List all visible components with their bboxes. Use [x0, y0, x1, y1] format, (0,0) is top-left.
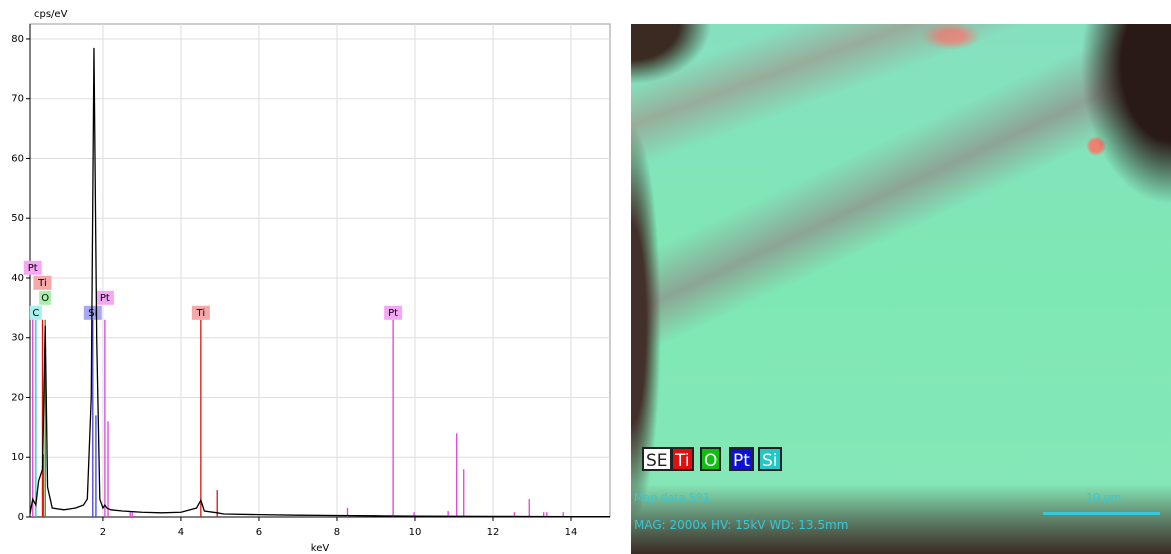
- element-tag: [33, 275, 52, 290]
- x-tick-label: 12: [487, 527, 500, 538]
- x-tick-label: 2: [100, 527, 106, 538]
- y-tick-label: 40: [11, 273, 24, 284]
- plot-area: [29, 23, 611, 518]
- map-caption: Map data 591: [634, 491, 710, 504]
- element-tag: [191, 305, 210, 320]
- spectrum-line: [29, 47, 610, 518]
- element-tag: [384, 305, 403, 320]
- x-tick-label: 4: [178, 527, 184, 538]
- x-tick-label: 10: [409, 527, 422, 538]
- map-legend-item: Pt: [729, 447, 754, 471]
- element-tag: [39, 290, 52, 305]
- element-map: Map data 591 MAG: 2000x HV: 15kV WD: 13.…: [631, 24, 1171, 554]
- element-label: C: [32, 308, 39, 319]
- y-tick-label: 70: [11, 94, 24, 105]
- y-tick-label: 60: [11, 153, 24, 164]
- element-label: Pt: [388, 308, 398, 319]
- element-label: Pt: [28, 263, 38, 274]
- element-label: O: [41, 293, 49, 304]
- spectrum-chart: cps/eV keV 0 10 20 30 40 50 60 70 80 2 4 6 8 10 12 14 CO…: [11, 9, 611, 554]
- map-legend-item: SE: [642, 447, 672, 471]
- element-label: Si: [88, 308, 97, 319]
- scale-bar: [1043, 512, 1160, 515]
- map-legend-item: Si: [758, 447, 782, 471]
- element-label: Pt: [100, 293, 110, 304]
- x-axis-label: keV: [311, 543, 330, 554]
- map-info: MAG: 2000x HV: 15kV WD: 13.5mm: [634, 518, 849, 532]
- y-axis-label: cps/eV: [34, 9, 68, 20]
- element-tag: [23, 260, 42, 275]
- element-label: Ti: [196, 308, 206, 319]
- x-tick-label: 8: [334, 527, 340, 538]
- y-tick-label: 80: [11, 34, 24, 45]
- element-label: Ti: [37, 278, 47, 289]
- element-tag: [95, 290, 114, 305]
- y-tick-label: 30: [11, 333, 24, 344]
- y-tick-label: 20: [11, 392, 24, 403]
- y-tick-label: 50: [11, 213, 24, 224]
- element-tag: [29, 305, 42, 320]
- scale-label: 10 µm: [1086, 491, 1122, 504]
- x-tick-label: 14: [565, 527, 578, 538]
- element-tag: [83, 305, 102, 320]
- x-tick-label: 6: [256, 527, 262, 538]
- map-legend-item: O: [700, 447, 722, 471]
- y-tick-label: 0: [18, 512, 24, 523]
- y-tick-label: 10: [11, 452, 24, 463]
- map-legend-item: Ti: [671, 447, 694, 471]
